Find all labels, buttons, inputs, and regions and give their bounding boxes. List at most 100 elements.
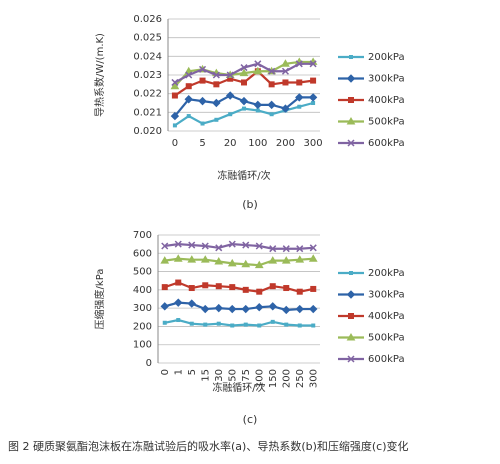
data-point <box>215 244 223 252</box>
legend-marker <box>346 333 356 341</box>
x-tick-label: 300 <box>304 138 323 149</box>
x-tick-label: 5 <box>187 369 198 375</box>
data-point <box>282 305 291 315</box>
data-point <box>255 303 264 312</box>
data-point <box>160 302 169 311</box>
data-point <box>170 81 180 90</box>
data-point <box>309 244 317 252</box>
legend-label: 600kPa <box>368 354 405 365</box>
data-point <box>161 284 168 291</box>
data-point <box>176 318 181 323</box>
legend-label: 400kPa <box>368 311 405 322</box>
legend-marker <box>348 97 354 103</box>
data-point <box>230 323 235 328</box>
data-point <box>267 100 276 110</box>
data-point <box>268 302 277 311</box>
legend-label: 600kPa <box>368 138 405 149</box>
y-tick-label: 0.026 <box>133 14 162 25</box>
data-point <box>295 60 303 68</box>
series-line <box>164 257 314 267</box>
series-line <box>164 318 314 327</box>
x-tick-label: 15 <box>200 369 211 382</box>
legend-label: 400kPa <box>368 95 405 106</box>
legend-marker <box>348 313 354 319</box>
data-point <box>174 298 183 307</box>
x-tick-label: 1 <box>173 369 184 375</box>
y-tick-label: 0.021 <box>133 107 162 118</box>
data-point <box>198 96 207 106</box>
data-point <box>188 241 196 249</box>
data-point <box>214 257 224 265</box>
data-point <box>269 112 274 117</box>
data-point <box>187 299 196 308</box>
legend-marker <box>347 139 355 147</box>
panel-caption: (b) <box>242 198 258 211</box>
legend-label: 300kPa <box>368 74 405 85</box>
data-point <box>213 81 220 88</box>
data-point <box>295 93 304 102</box>
data-point <box>253 100 263 110</box>
legend-marker <box>346 117 356 125</box>
data-point <box>214 303 223 313</box>
legend-label: 200kPa <box>368 52 405 63</box>
data-point <box>281 104 290 113</box>
data-point <box>214 117 219 122</box>
data-point <box>228 112 233 117</box>
data-point <box>212 98 221 108</box>
legend-marker <box>349 271 353 275</box>
figure-caption: 图 2 硬质聚氨酯泡沫板在冻融试验后的吸水率(a)、导热系数(b)和压缩强度(c… <box>8 439 409 453</box>
data-point <box>212 71 220 79</box>
x-tick-label: 30 <box>214 369 225 382</box>
data-point <box>281 59 290 67</box>
x-tick-label: 20 <box>224 138 237 149</box>
legend-label: 500kPa <box>368 333 405 344</box>
data-point <box>185 83 192 90</box>
y-tick-label: 0.020 <box>133 126 162 137</box>
y-tick-label: 600 <box>133 248 152 259</box>
data-point <box>229 284 236 291</box>
data-point <box>308 93 318 102</box>
data-point <box>268 81 275 88</box>
data-point <box>242 106 246 111</box>
x-tick-label: 0 <box>160 369 171 375</box>
legend-label: 200kPa <box>368 268 405 279</box>
x-tick-label: 100 <box>248 138 267 149</box>
data-point <box>172 123 177 128</box>
data-point <box>171 78 179 86</box>
data-point <box>200 121 205 126</box>
data-point <box>171 92 178 99</box>
data-point <box>281 67 289 75</box>
data-point <box>295 255 305 263</box>
data-point <box>254 60 262 68</box>
y-tick-label: 0.022 <box>133 89 162 100</box>
x-tick-label: 5 <box>199 138 205 149</box>
data-point <box>199 77 206 84</box>
data-point <box>255 242 263 250</box>
data-point <box>284 322 289 327</box>
data-point <box>225 91 235 100</box>
data-point <box>240 64 248 72</box>
data-point <box>239 68 249 77</box>
data-point <box>256 288 263 295</box>
series-line <box>164 281 314 293</box>
data-point <box>311 323 316 328</box>
data-point <box>200 255 210 263</box>
data-point <box>175 279 182 286</box>
data-point <box>161 242 169 250</box>
data-point <box>170 111 180 121</box>
data-point <box>226 71 234 79</box>
data-point <box>310 77 317 84</box>
data-point <box>242 286 249 293</box>
legend-marker <box>346 290 356 299</box>
legend-marker <box>346 74 356 83</box>
data-point <box>255 108 260 113</box>
data-point <box>253 66 263 75</box>
data-point <box>282 245 290 253</box>
data-point <box>241 259 251 268</box>
y-tick-label: 400 <box>133 285 152 296</box>
data-point <box>268 67 276 75</box>
data-point <box>309 60 317 68</box>
data-point <box>295 304 304 314</box>
x-tick-label: 200 <box>276 138 295 149</box>
series-line <box>164 243 314 250</box>
